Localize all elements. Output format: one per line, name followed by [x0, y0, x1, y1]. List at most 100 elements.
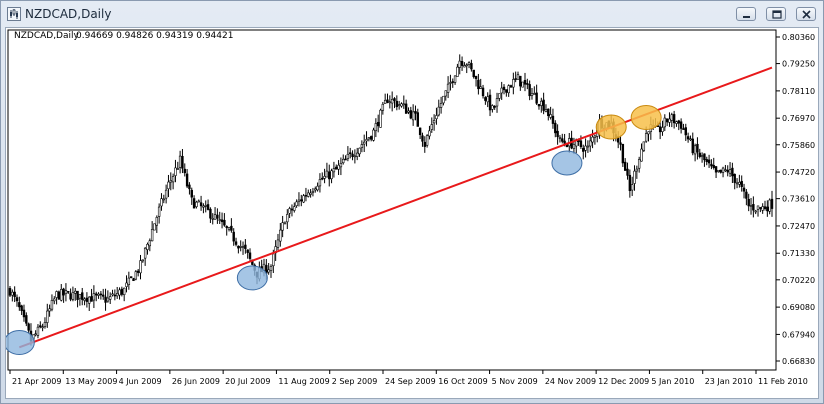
candle-body — [276, 239, 280, 248]
candle-body — [593, 135, 597, 138]
y-tick-label: 0.66830 — [782, 357, 815, 366]
candle-body — [672, 114, 676, 124]
candle-body — [661, 127, 664, 132]
candle-body — [185, 173, 189, 187]
candle-body — [218, 219, 221, 221]
candle-body — [442, 95, 445, 104]
candle-body — [444, 90, 447, 97]
x-tick-label: 16 Oct 2009 — [438, 377, 487, 386]
y-tick-label: 0.74720 — [782, 168, 815, 177]
candle-body — [719, 169, 722, 173]
candle-body — [20, 305, 23, 312]
candle-body — [90, 296, 93, 302]
candle-body — [745, 191, 748, 199]
candle-body — [120, 288, 124, 295]
candle-body — [192, 198, 196, 209]
candle-body — [374, 123, 378, 132]
support-touch-marker — [236, 265, 268, 291]
chart-area[interactable]: 0.80360 0.79250 0.78110 0.76970 0.75860 0.747… — [3, 27, 819, 399]
close-button[interactable] — [796, 7, 816, 21]
candle-body — [155, 217, 159, 226]
candle-body — [644, 133, 648, 142]
close-icon — [802, 10, 811, 19]
candle-body — [197, 200, 200, 203]
candle-body — [479, 86, 482, 89]
candle-body — [707, 159, 711, 164]
candle-body — [48, 308, 51, 312]
candle-body — [710, 163, 713, 167]
candle-body — [220, 219, 224, 223]
candle-body — [428, 130, 431, 137]
candle-body — [766, 206, 769, 212]
candle-body — [332, 168, 336, 173]
x-tick-label: 24 Sep 2009 — [385, 377, 436, 386]
restore-button[interactable] — [766, 7, 786, 21]
candle-body — [589, 140, 592, 147]
candle-body — [691, 138, 694, 154]
minimize-button[interactable] — [736, 7, 756, 21]
candle-body — [230, 225, 233, 231]
candle-body — [11, 291, 14, 296]
candle-body — [623, 161, 627, 171]
candle-body — [157, 206, 161, 217]
candle-body — [169, 180, 172, 183]
candlestick-chart[interactable]: 0.80360 0.79250 0.78110 0.76970 0.75860 0.747… — [3, 28, 818, 398]
window-titlebar[interactable]: NZDCAD,Daily — [1, 1, 823, 27]
candle-body — [141, 259, 145, 262]
candle-body — [162, 198, 165, 201]
candle-body — [439, 102, 443, 108]
candle-body — [43, 322, 47, 328]
candle-body — [111, 293, 114, 296]
candle-body — [714, 166, 718, 173]
ohlc-readout: 0.94669 0.94826 0.94319 0.94421 — [76, 31, 233, 41]
candle-body — [71, 292, 75, 300]
candle-body — [689, 138, 692, 141]
candle-body — [302, 195, 305, 203]
candle-body — [50, 300, 54, 310]
candle-body — [67, 291, 70, 293]
restore-icon — [772, 10, 782, 19]
candle-body — [234, 241, 238, 245]
candle-body — [726, 169, 729, 173]
candle-body — [369, 136, 373, 140]
candle-body — [15, 297, 19, 302]
candle-body — [430, 124, 433, 130]
candle-body — [456, 66, 459, 77]
candle-body — [728, 169, 732, 174]
candle-body — [682, 128, 685, 130]
candle-body — [237, 245, 240, 249]
x-tick-label: 2 Sep 2009 — [332, 377, 378, 386]
candle-body — [703, 153, 706, 161]
candle-body — [637, 159, 641, 169]
candle-body — [621, 143, 625, 164]
candle-body — [339, 163, 343, 168]
candle-body — [225, 226, 228, 228]
candle-body — [472, 69, 475, 78]
candle-body — [474, 75, 478, 79]
candle-body — [195, 201, 198, 208]
candle-body — [414, 110, 417, 114]
candle-body — [507, 85, 510, 94]
candle-body — [323, 175, 326, 179]
trendline-layer[interactable] — [18, 66, 773, 349]
candle-body — [351, 153, 354, 157]
candle-body — [115, 293, 119, 297]
candle-body — [400, 103, 403, 107]
candle-body — [300, 199, 303, 202]
candle-body — [69, 293, 72, 300]
candle-body — [174, 167, 177, 176]
candle-body — [402, 103, 406, 106]
candle-body — [304, 194, 308, 197]
candle-body — [477, 79, 480, 90]
x-tick-label: 5 Jan 2010 — [651, 377, 694, 386]
y-tick-label: 0.70220 — [782, 276, 815, 285]
candle-body — [481, 87, 485, 97]
candle-body — [390, 98, 394, 104]
candle-body — [269, 266, 273, 271]
candle-body — [206, 204, 210, 210]
trendline[interactable] — [18, 66, 773, 349]
candle-body — [509, 85, 513, 88]
y-tick-label: 0.79250 — [782, 60, 815, 69]
candle-body — [127, 277, 131, 285]
candle-body — [164, 189, 168, 199]
